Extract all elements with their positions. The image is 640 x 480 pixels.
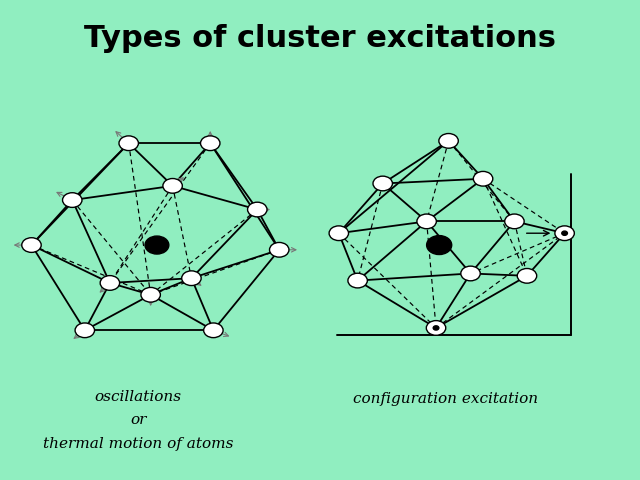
Circle shape xyxy=(100,276,120,290)
Circle shape xyxy=(373,176,392,191)
Circle shape xyxy=(163,179,182,193)
Text: Types of cluster excitations: Types of cluster excitations xyxy=(84,24,556,53)
Circle shape xyxy=(75,323,95,337)
Circle shape xyxy=(474,171,493,186)
Circle shape xyxy=(22,238,41,252)
Circle shape xyxy=(461,266,480,281)
Circle shape xyxy=(348,273,367,288)
Circle shape xyxy=(141,288,161,302)
Circle shape xyxy=(119,136,138,151)
Circle shape xyxy=(204,323,223,337)
Circle shape xyxy=(427,236,452,254)
Circle shape xyxy=(433,326,439,330)
Circle shape xyxy=(329,226,349,240)
Circle shape xyxy=(248,202,267,217)
Text: configuration excitation: configuration excitation xyxy=(353,392,538,406)
Circle shape xyxy=(145,236,169,254)
Circle shape xyxy=(63,193,82,207)
Circle shape xyxy=(200,136,220,151)
Text: oscillations
or
thermal motion of atoms: oscillations or thermal motion of atoms xyxy=(43,389,234,451)
Circle shape xyxy=(182,271,201,286)
Circle shape xyxy=(517,268,537,283)
Circle shape xyxy=(439,133,458,148)
Circle shape xyxy=(426,321,445,335)
Circle shape xyxy=(555,226,574,240)
Circle shape xyxy=(562,231,568,235)
Circle shape xyxy=(417,214,436,228)
Circle shape xyxy=(269,242,289,257)
Circle shape xyxy=(505,214,524,228)
